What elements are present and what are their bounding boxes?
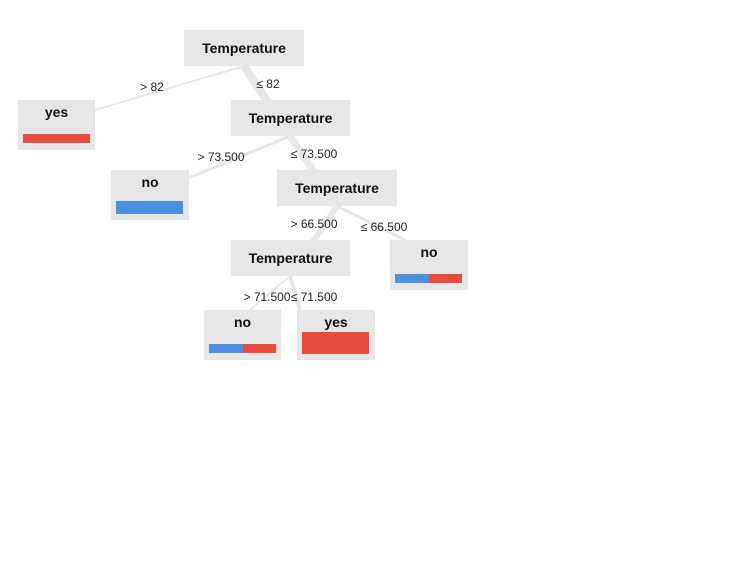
class-distribution-bar	[302, 332, 369, 354]
node-title: no	[141, 174, 159, 190]
tree-edge	[288, 274, 302, 312]
node-title: no	[420, 244, 438, 260]
node-title: Temperature	[248, 110, 333, 126]
class-distribution-bar	[116, 201, 183, 214]
leaf-node-yes-top[interactable]: yes	[18, 100, 95, 150]
split-node-level1[interactable]: Temperature	[231, 100, 350, 136]
node-title: yes	[324, 314, 348, 330]
leaf-node-no-bottom[interactable]: no	[204, 310, 281, 360]
split-node-root[interactable]: Temperature	[184, 30, 304, 66]
class-distribution-bar	[209, 344, 276, 353]
node-title: no	[233, 314, 252, 330]
tree-edge	[335, 204, 407, 242]
distribution-segment-yes	[302, 332, 369, 354]
split-node-level3[interactable]: Temperature	[231, 240, 350, 276]
edge-label: > 71.500	[243, 290, 291, 304]
distribution-segment-no	[116, 201, 183, 214]
distribution-segment-no	[395, 274, 429, 283]
node-title: Temperature	[248, 250, 333, 266]
class-distribution-bar	[395, 274, 462, 283]
class-distribution-bar	[23, 134, 90, 143]
leaf-node-no-right[interactable]: no	[390, 240, 468, 290]
leaf-node-yes-bottom[interactable]: yes	[297, 310, 375, 360]
split-node-level2[interactable]: Temperature	[277, 170, 397, 206]
edge-label: > 66.500	[290, 217, 338, 231]
edge-label: > 82	[140, 80, 164, 94]
node-title: Temperature	[202, 40, 286, 56]
edge-label: ≤ 66.500	[360, 220, 408, 234]
leaf-node-no-left[interactable]: no	[111, 170, 189, 220]
distribution-segment-no	[209, 344, 243, 353]
tree-edge	[187, 134, 292, 180]
distribution-segment-yes	[23, 134, 90, 143]
edge-label: ≤ 73.500	[290, 147, 338, 161]
node-title: yes	[44, 104, 69, 120]
node-title: Temperature	[295, 180, 379, 196]
edge-label: ≤ 82	[256, 77, 280, 91]
tree-edge	[249, 275, 291, 311]
distribution-segment-yes	[428, 274, 462, 283]
edge-label: ≤ 71.500	[290, 290, 338, 304]
tree-edge	[94, 65, 245, 111]
distribution-segment-yes	[242, 344, 276, 353]
edge-label: > 73.500	[197, 150, 245, 164]
